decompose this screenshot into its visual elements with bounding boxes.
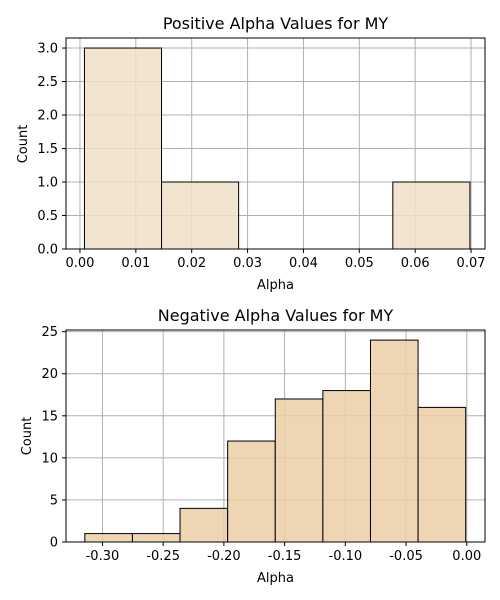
histogram-bar	[274, 398, 324, 543]
x-tick-label: -0.25	[146, 549, 180, 564]
histogram-bar	[322, 390, 371, 543]
histogram-bar	[179, 507, 229, 543]
x-tick-label: 0.01	[121, 256, 150, 271]
y-ticks: 0 5 10 15 20 25	[41, 325, 66, 551]
x-tick-label: -0.10	[329, 549, 363, 564]
plot-frame	[65, 329, 486, 543]
x-axis-label: Alpha	[257, 278, 294, 293]
y-tick-label: 25	[41, 325, 58, 340]
histogram-bar	[84, 533, 133, 543]
histogram-bar	[227, 440, 276, 543]
y-tick-label: 0.5	[37, 209, 58, 224]
y-tick-label: 1.5	[37, 142, 58, 157]
histogram-bar	[369, 339, 419, 543]
chart-title: Positive Alpha Values for MY	[163, 14, 389, 33]
x-axis-label: Alpha	[257, 571, 294, 586]
x-ticks: -0.30 -0.25 -0.20 -0.15 -0.10 -0.05 0.00	[86, 542, 481, 564]
histogram-bar	[131, 533, 181, 543]
histogram-bars	[83, 47, 471, 250]
x-ticks: 0.00 0.01 0.02 0.03 0.04 0.05 0.06 0.07	[65, 249, 486, 271]
y-tick-label: 20	[41, 367, 58, 382]
x-tick-label: -0.20	[207, 549, 241, 564]
histogram-bar	[161, 181, 240, 250]
y-tick-label: 5	[50, 493, 58, 508]
x-tick-label: -0.30	[86, 549, 120, 564]
positive-alpha-panel: Positive Alpha Values for MY Alpha Count…	[16, 14, 486, 293]
x-tick-label: -0.05	[389, 549, 423, 564]
negative-alpha-panel: Negative Alpha Values for MY Alpha Count…	[20, 306, 486, 586]
x-tick-label: 0.06	[401, 256, 430, 271]
x-tick-label: 0.02	[177, 256, 206, 271]
y-tick-label: 1.0	[37, 176, 58, 191]
y-ticks: 0.0 0.5 1.0 1.5 2.0 2.5 3.0	[37, 42, 66, 258]
y-tick-label: 3.0	[37, 42, 58, 57]
histogram-bar	[417, 406, 467, 543]
y-axis-label: Count	[16, 125, 31, 164]
x-tick-label: 0.00	[65, 256, 94, 271]
x-tick-label: 0.04	[289, 256, 318, 271]
y-tick-label: 2.0	[37, 109, 58, 124]
x-tick-label: 0.03	[233, 256, 262, 271]
chart-title: Negative Alpha Values for MY	[158, 306, 394, 325]
x-tick-label: 0.00	[452, 549, 481, 564]
plot-frame	[65, 37, 486, 250]
histogram-bars	[84, 339, 467, 543]
y-tick-label: 10	[41, 451, 58, 466]
y-tick-label: 15	[41, 409, 58, 424]
x-tick-label: 0.05	[345, 256, 374, 271]
x-tick-label: 0.07	[457, 256, 486, 271]
histogram-bar	[83, 47, 163, 250]
y-tick-label: 0.0	[37, 243, 58, 258]
y-tick-label: 0	[50, 536, 58, 551]
y-axis-label: Count	[20, 417, 35, 456]
histogram-bar	[392, 181, 471, 250]
y-tick-label: 2.5	[37, 75, 58, 90]
x-tick-label: -0.15	[268, 549, 302, 564]
